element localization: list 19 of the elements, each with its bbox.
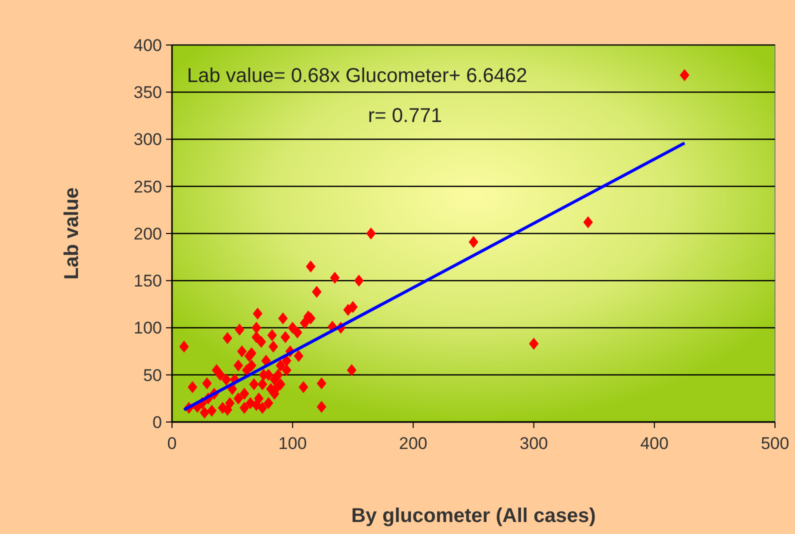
x-tick-label: 500: [760, 434, 790, 453]
y-tick-label: 300: [134, 130, 162, 150]
x-axis-title: By glucometer (All cases): [351, 505, 596, 527]
x-tick-label: 0: [167, 434, 177, 453]
y-axis-title: Lab value: [61, 187, 83, 280]
y-tick-label: 100: [134, 318, 162, 338]
y-tick-label: 200: [134, 224, 162, 244]
annotation: r= 0.771: [368, 105, 442, 127]
y-tick-label: 0: [152, 412, 162, 432]
y-tick-label: 250: [134, 177, 162, 196]
x-tick-label: 400: [640, 434, 669, 453]
x-tick-label: 100: [278, 434, 307, 453]
x-tick-label: 300: [520, 434, 548, 453]
annotation: Lab value= 0.68x Glucometer+ 6.6462: [187, 65, 528, 87]
y-tick-label: 50: [143, 366, 162, 385]
y-tick-label: 400: [134, 36, 162, 55]
y-tick-label: 150: [134, 272, 162, 291]
x-tick-label: 200: [399, 434, 428, 453]
y-tick-label: 350: [134, 83, 162, 102]
